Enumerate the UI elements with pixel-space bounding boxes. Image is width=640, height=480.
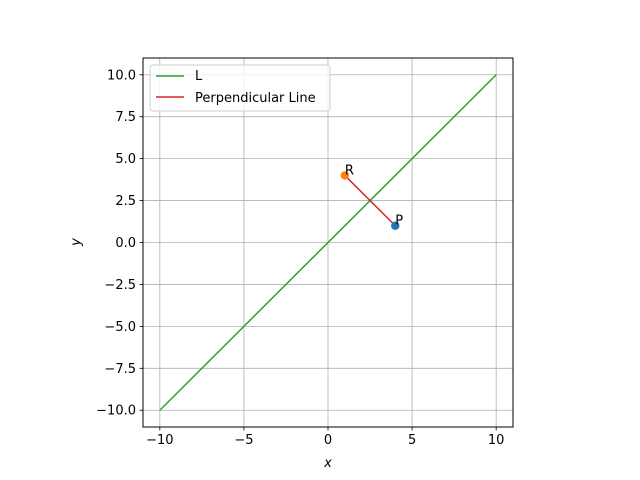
y-tick-label: 10.0 [107,68,136,83]
y-tick-label: −10.0 [96,404,136,419]
perpendicular-line [344,174,396,227]
x-tick-label: −5 [234,433,253,448]
point-label-p: P [395,214,403,229]
x-tick-label: 5 [408,433,416,448]
y-axis-title: y [69,238,84,247]
x-tick-label: 10 [488,433,505,448]
point-p [391,221,400,230]
y-tick-label: −5.0 [104,320,136,335]
legend-label-l: L [195,69,203,84]
x-axis-title: x [323,456,332,471]
y-tick-label: −7.5 [104,362,136,377]
point-label-r: R [345,163,354,178]
y-tick-label: 5.0 [115,152,136,167]
legend-label-perpendicular: Perpendicular Line [195,91,316,106]
legend-box [149,64,331,112]
x-tick-label: 0 [324,433,332,448]
line-l [159,74,497,411]
y-tick-label: 7.5 [115,110,136,125]
y-tick-label: 2.5 [115,194,136,209]
plot-area: PR [159,74,497,411]
x-tick-label: −10 [146,433,173,448]
y-tick-label: 0.0 [115,236,136,251]
legend: L Perpendicular Line [149,64,331,112]
y-tick-label: −2.5 [104,278,136,293]
axis-ticks: −10 −5 0 5 10 −10.0 −7.5 −5.0 −2.5 0.0 2.5 5.0 7.5 10… [96,68,504,448]
point-r [340,171,350,180]
